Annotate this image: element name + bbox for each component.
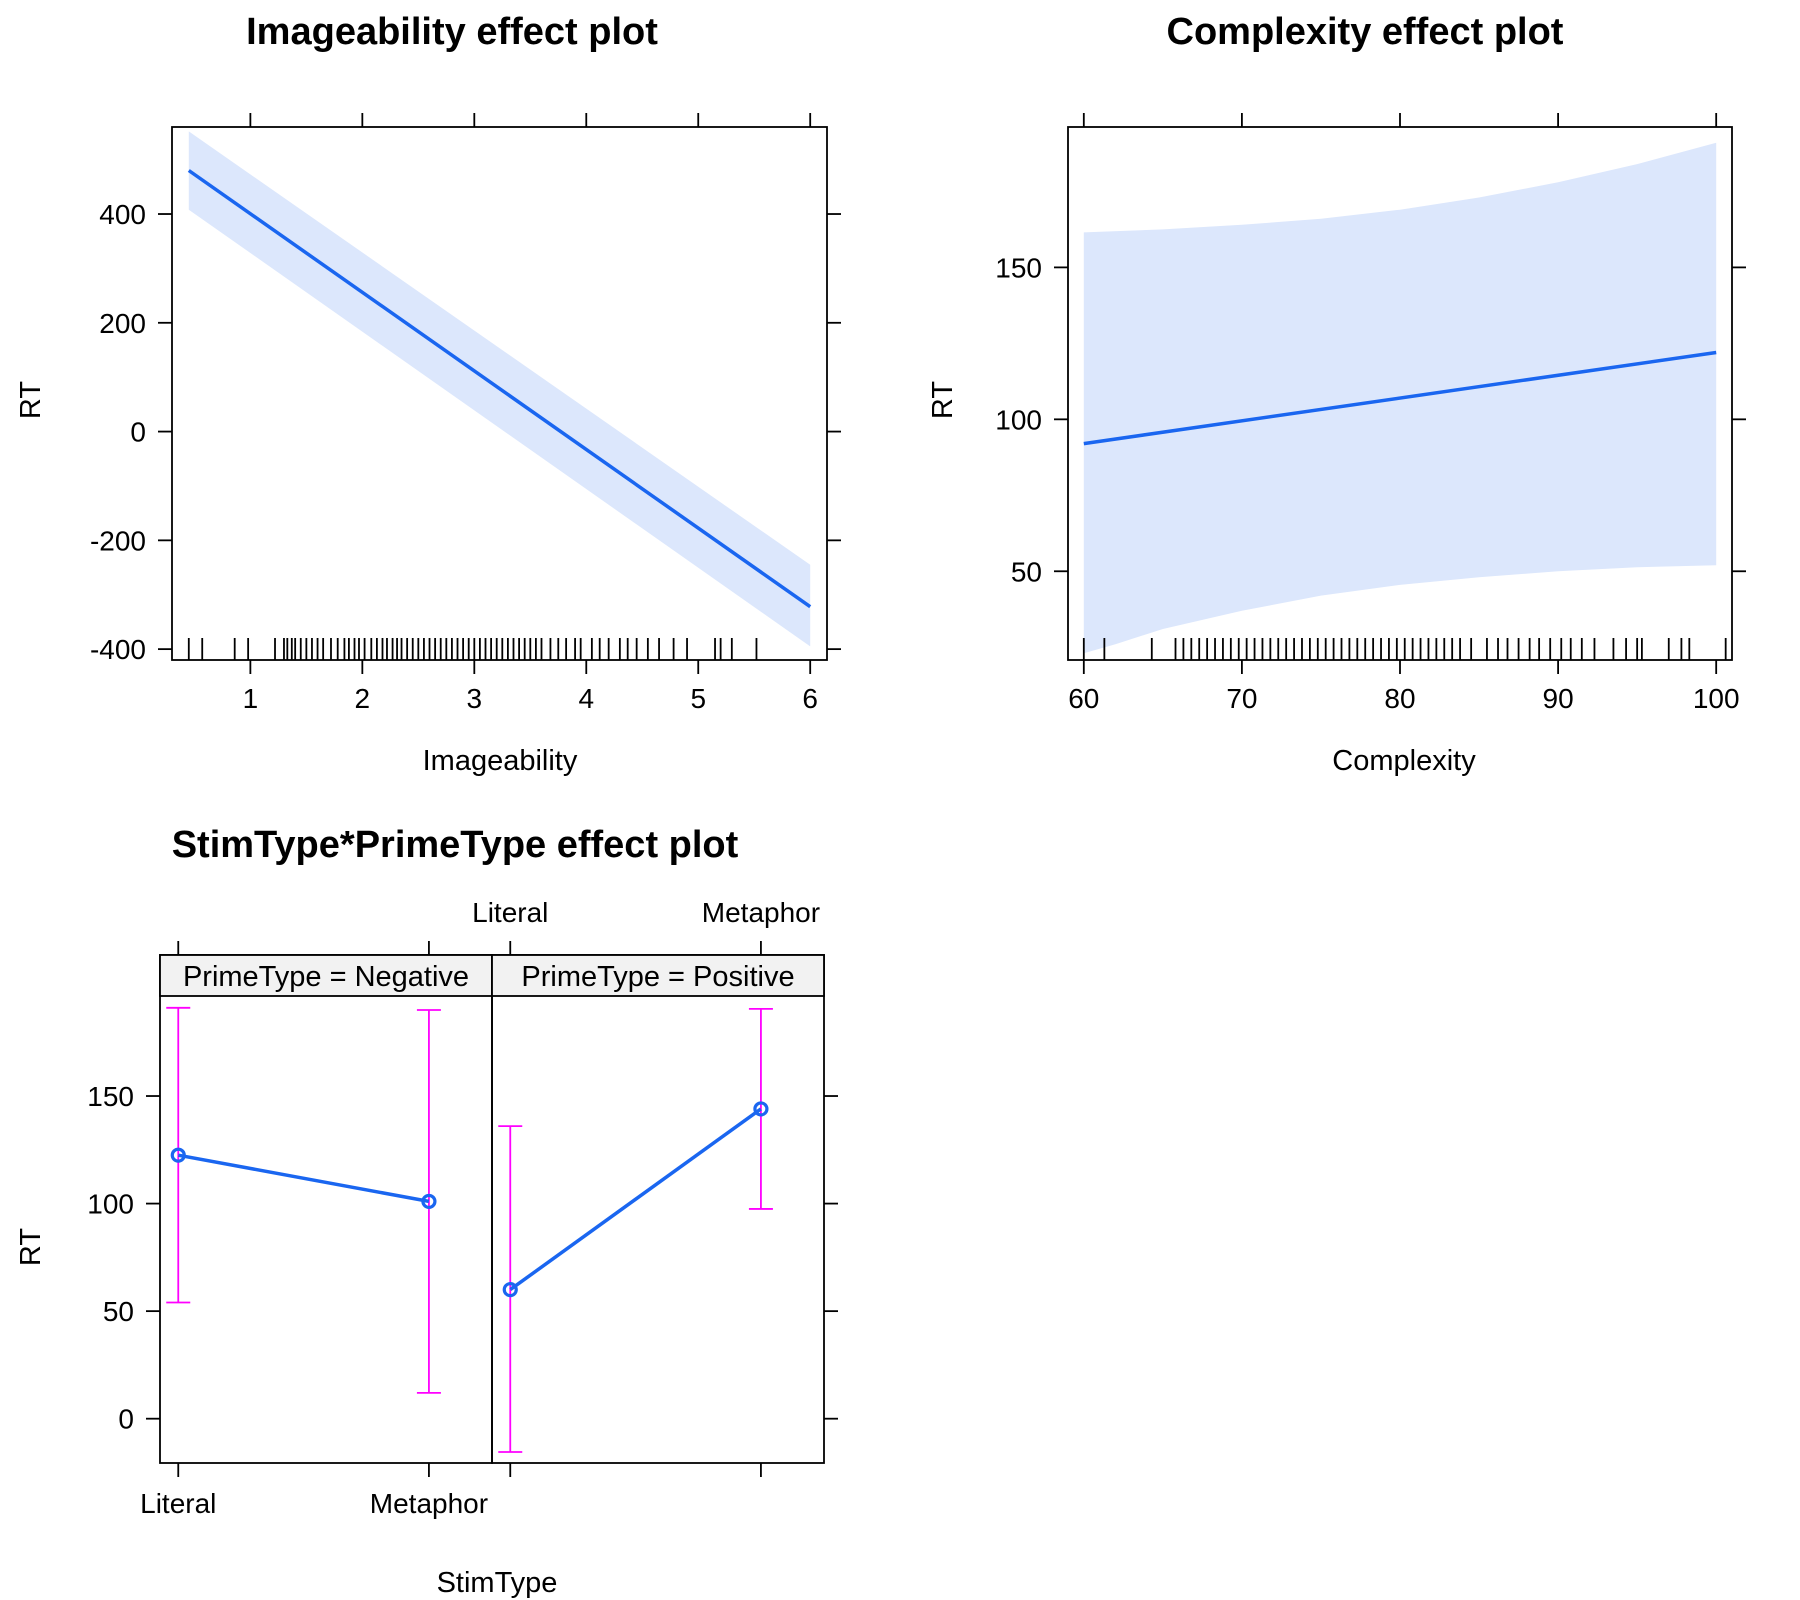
y-tick-label: 150 — [995, 252, 1042, 283]
y-tick-label: -200 — [90, 525, 146, 556]
x-tick-label: 60 — [1068, 683, 1099, 714]
x-tick-label-top: Literal — [472, 897, 548, 928]
y-tick-label: 0 — [118, 1404, 134, 1435]
y-axis-label: RT — [15, 381, 47, 419]
effect-point — [502, 1282, 518, 1298]
x-tick-label: 1 — [243, 683, 259, 714]
x-tick-label: 80 — [1384, 683, 1415, 714]
plot-frame — [171, 126, 828, 661]
chart-title: Imageability effect plot — [246, 11, 658, 53]
effect-point — [753, 1101, 769, 1117]
fit-line — [187, 169, 812, 609]
y-tick-label: 150 — [87, 1081, 134, 1112]
y-tick-label: 50 — [103, 1296, 134, 1327]
x-tick-label-top: Metaphor — [702, 897, 820, 928]
strip-background — [491, 954, 825, 997]
complexity-effect-plot: Complexity effect plot Complexity RT 60 7… — [927, 11, 1746, 777]
y-tick-label: 0 — [130, 417, 146, 448]
x-tick-label: Literal — [140, 1488, 216, 1519]
x-tick-label: 70 — [1226, 683, 1257, 714]
stimtype-primetype-effect-plot: StimType*PrimeType effect plot StimType … — [15, 824, 838, 1599]
effect-line — [177, 1153, 430, 1204]
strip-label: PrimeType = Negative — [183, 961, 469, 993]
x-axis-label: Imageability — [423, 745, 578, 777]
plot-area — [187, 131, 812, 660]
x-tick-label: Metaphor — [370, 1488, 488, 1519]
imageability-effect-plot: Imageability effect plot Imageability RT… — [15, 11, 841, 777]
facet-panel: PrimeType = Negative Literal Metaphor — [140, 941, 493, 1519]
y-tick-label: 400 — [99, 199, 146, 230]
effect-point — [170, 1147, 186, 1163]
strip-background — [159, 954, 493, 997]
panel-frame — [491, 954, 825, 1464]
y-tick-label: 100 — [87, 1189, 134, 1220]
x-tick-label: 2 — [355, 683, 371, 714]
x-tick-label: 100 — [1693, 683, 1740, 714]
facet-panel: PrimeType = Positive — [491, 941, 825, 1477]
x-tick-label: 5 — [690, 683, 706, 714]
chart-title: Complexity effect plot — [1167, 11, 1564, 53]
y-tick-label: 100 — [995, 404, 1042, 435]
x-tick-label: 4 — [578, 683, 594, 714]
x-tick-label: 3 — [467, 683, 483, 714]
strip-label: PrimeType = Positive — [521, 961, 794, 993]
effect-point — [421, 1193, 437, 1210]
fit-line — [1083, 350, 1717, 446]
plot-area — [1082, 142, 1727, 660]
y-tick-label: 50 — [1011, 556, 1042, 587]
chart-title: StimType*PrimeType effect plot — [172, 824, 739, 866]
y-tick-label: -400 — [90, 634, 146, 665]
y-tick-label: 200 — [99, 308, 146, 339]
x-tick-label: 90 — [1543, 683, 1574, 714]
effect-line — [509, 1107, 762, 1292]
y-axis-label: RT — [15, 1228, 47, 1266]
y-axis-label: RT — [927, 381, 959, 419]
x-axis-label: StimType — [437, 1567, 558, 1599]
x-axis-label: Complexity — [1332, 745, 1476, 777]
x-tick-label: 6 — [802, 683, 818, 714]
panel-frame — [159, 954, 493, 1464]
